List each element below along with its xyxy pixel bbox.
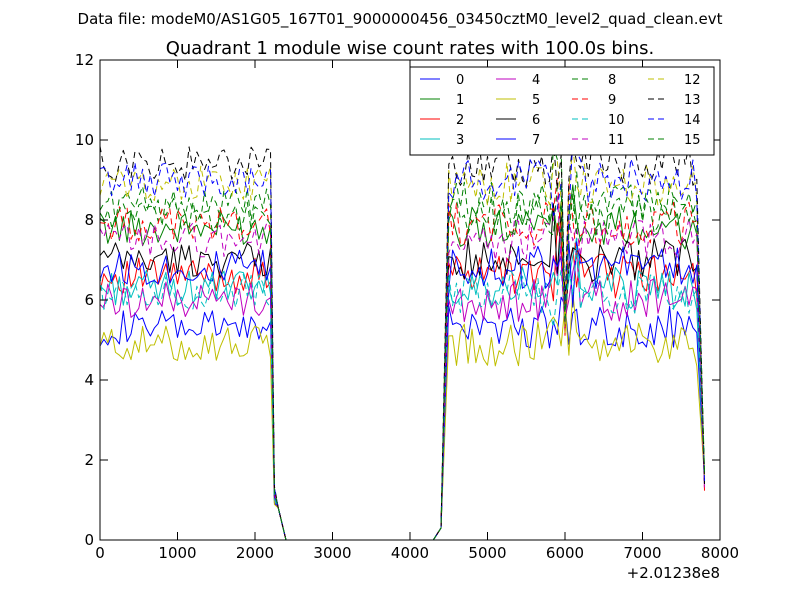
- chart-title: Quadrant 1 module wise count rates with …: [166, 38, 655, 59]
- chart-suptitle: Data file: modeM0/AS1G05_167T01_90000004…: [78, 10, 723, 29]
- series-line-12: [99, 145, 705, 541]
- y-tick-label: 8: [84, 211, 94, 229]
- legend-label: 12: [684, 73, 701, 88]
- legend-label: 2: [456, 113, 464, 128]
- x-offset-label: +2.01238e8: [627, 564, 720, 582]
- x-tick-label: 4000: [391, 544, 429, 562]
- legend-label: 1: [456, 93, 464, 108]
- y-tick-label: 10: [75, 131, 94, 149]
- series-line-14: [99, 138, 705, 541]
- legend-label: 4: [532, 73, 540, 88]
- x-tick-label: 6000: [546, 544, 584, 562]
- x-tick-label: 7000: [623, 544, 661, 562]
- y-tick-label: 6: [84, 291, 94, 309]
- x-tick-label: 0: [95, 544, 105, 562]
- axis-ticks: 0 1000 2000 3000 4000 5000 6000 7000 80000246810…: [75, 51, 739, 562]
- series-line-11: [99, 193, 705, 541]
- legend-label: 14: [684, 113, 701, 128]
- series-line-7: [99, 240, 705, 541]
- series-line-6: [99, 203, 705, 541]
- series-line-10: [99, 245, 705, 541]
- series-line-3: [99, 228, 705, 541]
- legend-label: 0: [456, 73, 464, 88]
- legend-label: 3: [456, 133, 464, 148]
- series-line-2: [99, 222, 705, 541]
- legend-label: 9: [608, 93, 616, 108]
- series-line-5: [99, 291, 705, 541]
- x-tick-label: 8000: [701, 544, 739, 562]
- x-tick-label: 3000: [313, 544, 351, 562]
- y-tick-label: 4: [84, 371, 94, 389]
- legend-label: 8: [608, 73, 616, 88]
- x-tick-label: 2000: [236, 544, 274, 562]
- y-tick-label: 0: [84, 531, 94, 549]
- series-line-0: [99, 296, 705, 541]
- legend-label: 13: [684, 93, 701, 108]
- legend-box: [409, 66, 715, 156]
- plot-lines: [99, 138, 705, 541]
- series-line-15: [99, 184, 705, 541]
- series-line-13: [99, 140, 705, 541]
- legend-label: 5: [532, 93, 540, 108]
- legend-label: 11: [608, 133, 625, 148]
- y-tick-label: 12: [75, 51, 94, 69]
- series-line-8: [99, 146, 705, 541]
- x-tick-label: 5000: [468, 544, 506, 562]
- y-tick-label: 2: [84, 451, 94, 469]
- legend-label: 6: [532, 113, 540, 128]
- series-line-9: [99, 177, 705, 541]
- x-tick-label: 1000: [158, 544, 196, 562]
- legend-label: 7: [532, 133, 540, 148]
- series-line-4: [99, 246, 705, 541]
- legend-label: 15: [684, 133, 701, 148]
- legend-label: 10: [608, 113, 625, 128]
